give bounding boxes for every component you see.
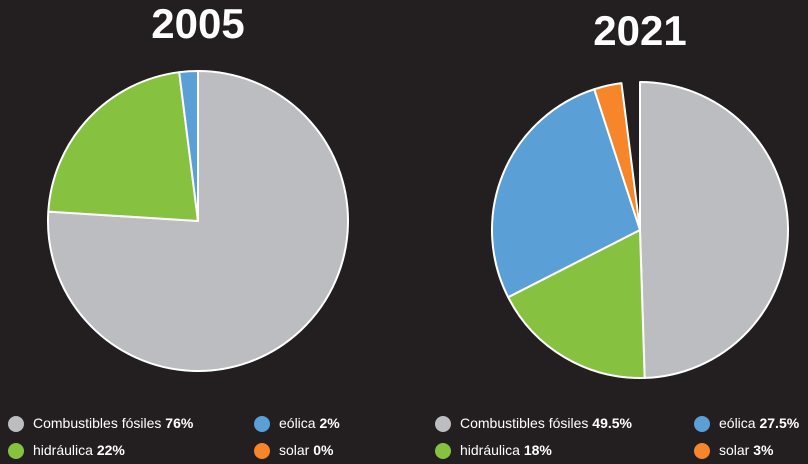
legend-value: 49.5% [592,415,632,431]
legend-swatch [8,443,24,459]
legend-swatch [8,416,24,432]
legend-name: Combustibles fósiles [33,415,161,431]
legend-swatch [254,416,270,432]
legend-value: 76% [165,415,194,431]
legend-name: hidráulica [33,442,93,458]
pie-slice [639,81,789,379]
legend-label: solar 0% [279,442,334,458]
legend-name: solar [719,442,750,458]
legend-swatch [254,443,270,459]
chart-title: 2021 [593,7,686,54]
legend-value: 27.5% [759,415,799,431]
legend-swatch [435,416,451,432]
legend-label: hidráulica 22% [33,442,125,458]
legend-label: solar 3% [719,442,774,458]
legend-label: hidráulica 18% [460,442,552,458]
legend-value: 18% [524,442,553,458]
legend-swatch [694,443,710,459]
pie-slice [593,82,641,231]
legend-label: Combustibles fósiles 76% [33,415,194,431]
legend-value: 22% [97,442,126,458]
legend-label: eólica 27.5% [719,415,800,431]
pie-slice [47,71,199,222]
pie-slice [47,70,349,372]
legend-name: solar [279,442,310,458]
legend-value: 0% [313,442,334,458]
legend-name: eólica [719,415,756,431]
legend-label: Combustibles fósiles 49.5% [460,415,633,431]
legend-value: 2% [319,415,340,431]
legend-swatch [435,443,451,459]
legend-name: Combustibles fósiles [460,415,588,431]
chart-title: 2005 [151,0,244,47]
pie-slice [491,88,641,299]
legend-value: 3% [753,442,774,458]
legend-name: eólica [279,415,316,431]
pie-slice [507,229,646,379]
legend-label: eólica 2% [279,415,340,431]
legend-swatch [694,416,710,432]
legend-name: hidráulica [460,442,520,458]
